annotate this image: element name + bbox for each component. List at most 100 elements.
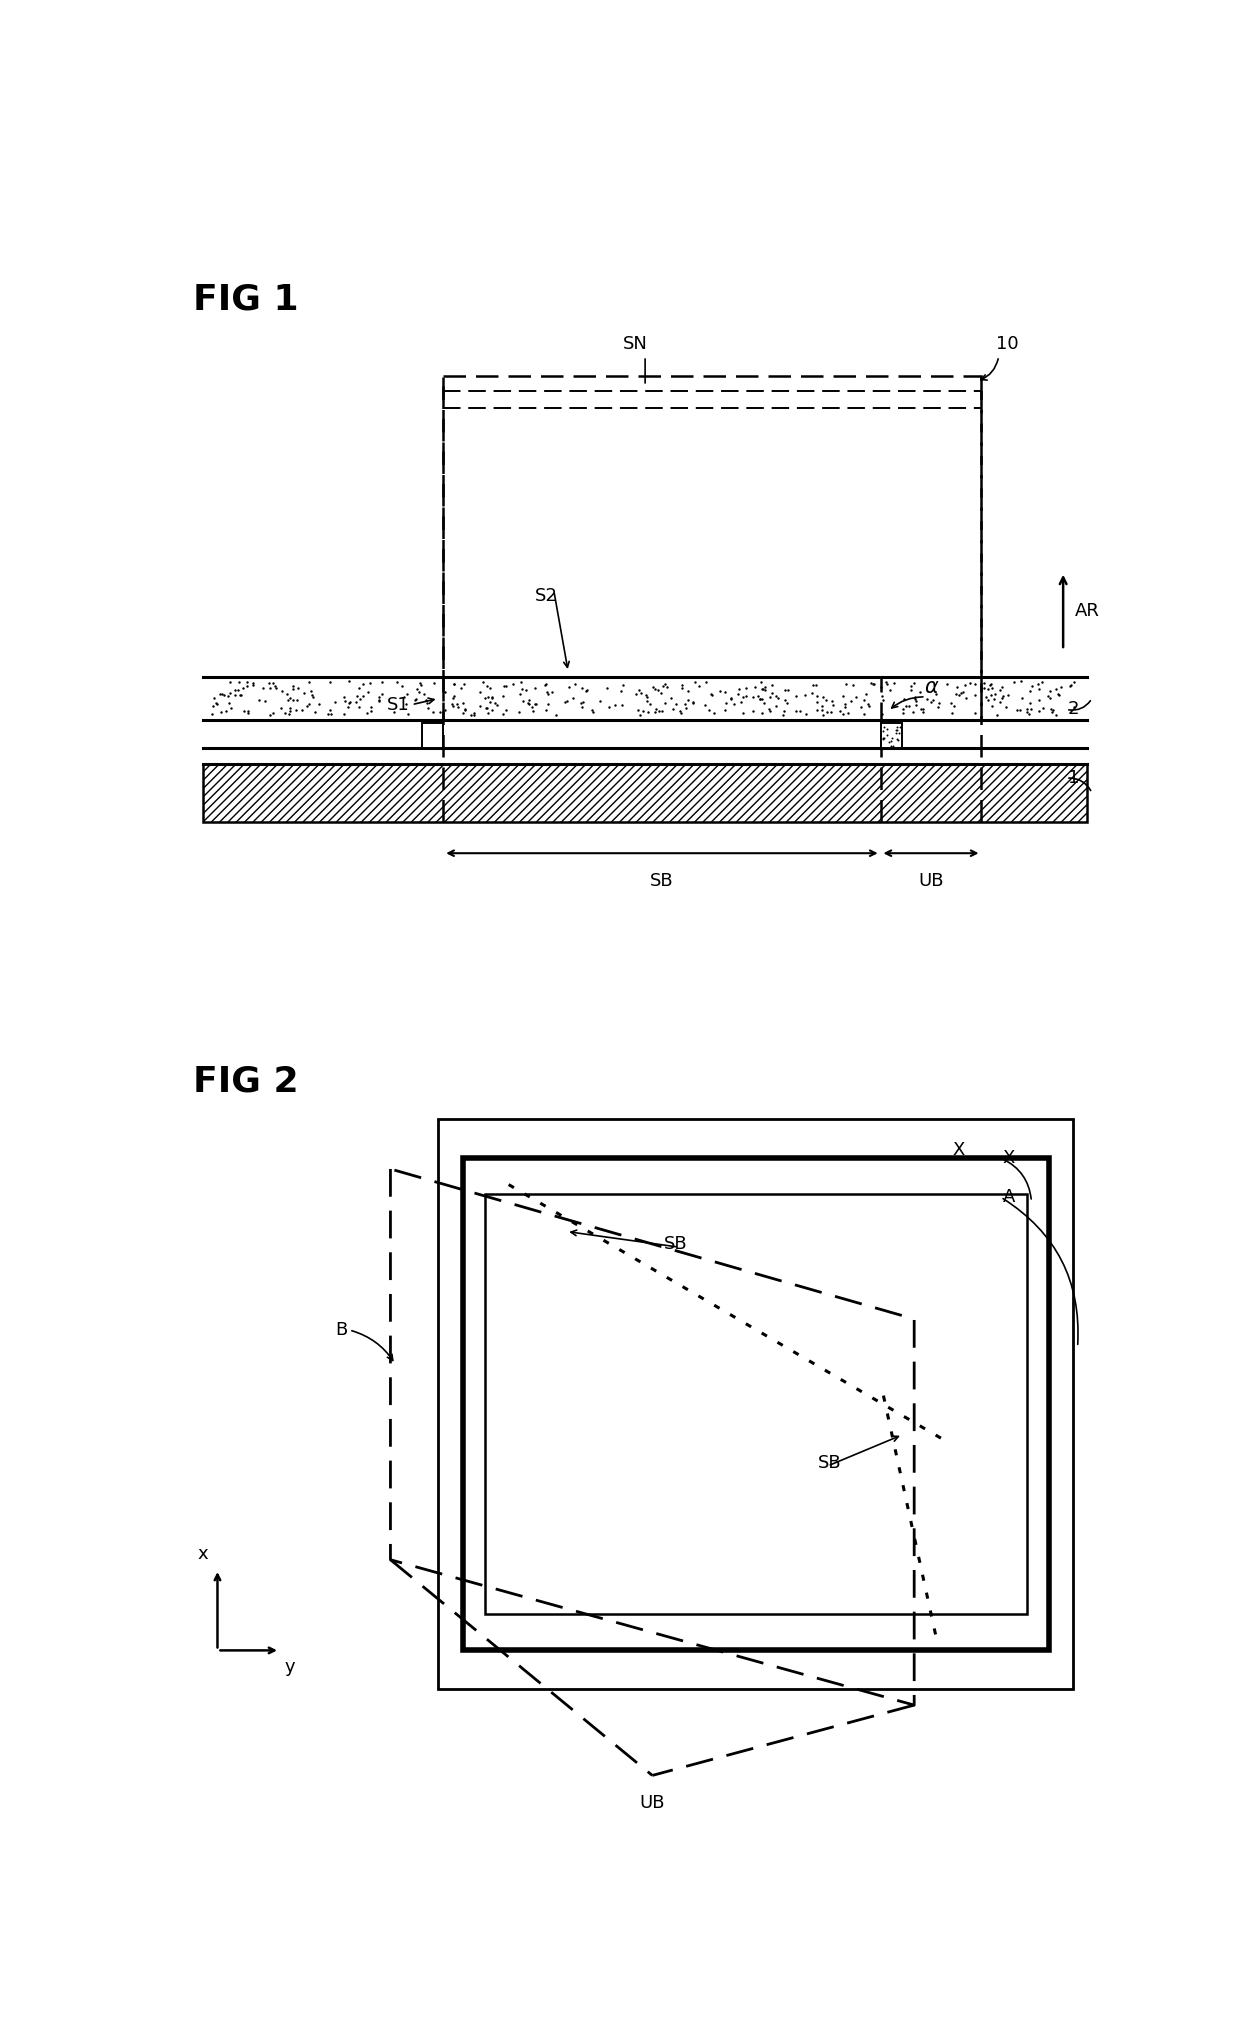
Point [372, 666, 392, 698]
Text: SB: SB [650, 873, 673, 889]
Point [1040, 682, 1060, 715]
Point [470, 676, 490, 708]
Point [702, 680, 722, 713]
Point [929, 690, 949, 723]
Point [714, 694, 734, 727]
Point [444, 680, 464, 713]
Point [405, 684, 425, 717]
Point [556, 686, 575, 719]
Point [678, 674, 698, 706]
Point [965, 678, 985, 710]
Point [216, 694, 236, 727]
Point [812, 698, 832, 731]
Point [392, 670, 412, 702]
Point [464, 696, 484, 729]
Point [397, 678, 417, 710]
Point [243, 668, 263, 700]
Point [936, 668, 956, 700]
Point [396, 688, 415, 721]
Point [929, 686, 949, 719]
Point [883, 731, 903, 763]
Point [347, 680, 367, 713]
Text: SB: SB [665, 1234, 688, 1253]
Point [786, 680, 806, 713]
Point [218, 680, 238, 713]
Point [880, 731, 900, 763]
Point [885, 717, 905, 749]
Text: SB: SB [818, 1453, 842, 1472]
Point [353, 680, 373, 713]
Point [821, 696, 841, 729]
Point [887, 723, 906, 755]
Point [510, 696, 529, 729]
Point [714, 676, 734, 708]
Point [751, 666, 771, 698]
Point [207, 688, 227, 721]
Point [766, 680, 786, 713]
Point [796, 698, 816, 731]
Point [496, 670, 516, 702]
Point [542, 676, 562, 708]
Point [1022, 692, 1042, 725]
Point [911, 692, 931, 725]
Point [405, 682, 425, 715]
Point [494, 698, 513, 731]
Point [874, 723, 894, 755]
Point [743, 694, 763, 727]
Point [590, 684, 610, 717]
Point [206, 686, 226, 719]
Point [341, 686, 361, 719]
Point [522, 692, 542, 725]
Text: B: B [335, 1322, 347, 1340]
Text: x: x [197, 1545, 208, 1563]
Point [481, 686, 501, 719]
Point [299, 688, 319, 721]
Point [283, 670, 303, 702]
Text: y: y [285, 1659, 295, 1677]
Text: $\alpha$: $\alpha$ [924, 676, 939, 696]
Point [267, 672, 286, 704]
Point [637, 696, 657, 729]
Point [666, 688, 686, 721]
Point [982, 690, 1002, 723]
Point [536, 668, 556, 700]
Point [351, 684, 371, 717]
Point [226, 678, 246, 710]
Point [435, 676, 455, 708]
Point [1033, 692, 1053, 725]
Point [482, 682, 502, 715]
Point [510, 678, 529, 710]
Point [748, 680, 768, 713]
Point [986, 678, 1006, 710]
Point [394, 682, 414, 715]
Point [205, 682, 224, 715]
Point [557, 686, 577, 719]
Point [774, 694, 794, 727]
Point [479, 696, 498, 729]
Point [889, 710, 909, 743]
Point [751, 674, 771, 706]
Point [1045, 698, 1065, 731]
Point [1007, 694, 1027, 727]
Point [1012, 682, 1032, 715]
Point [263, 666, 283, 698]
Point [408, 672, 428, 704]
Point [1029, 672, 1049, 704]
Point [701, 678, 720, 710]
Point [920, 686, 940, 719]
Point [841, 684, 861, 717]
Point [987, 698, 1007, 731]
Point [956, 682, 976, 715]
Point [703, 696, 723, 729]
Point [527, 688, 547, 721]
Point [513, 686, 533, 719]
Point [512, 674, 532, 706]
Point [672, 672, 692, 704]
Point [482, 694, 502, 727]
Point [596, 672, 616, 704]
Point [573, 686, 593, 719]
Point [949, 680, 968, 713]
Point [435, 694, 455, 727]
Point [754, 674, 774, 706]
Point [605, 688, 625, 721]
